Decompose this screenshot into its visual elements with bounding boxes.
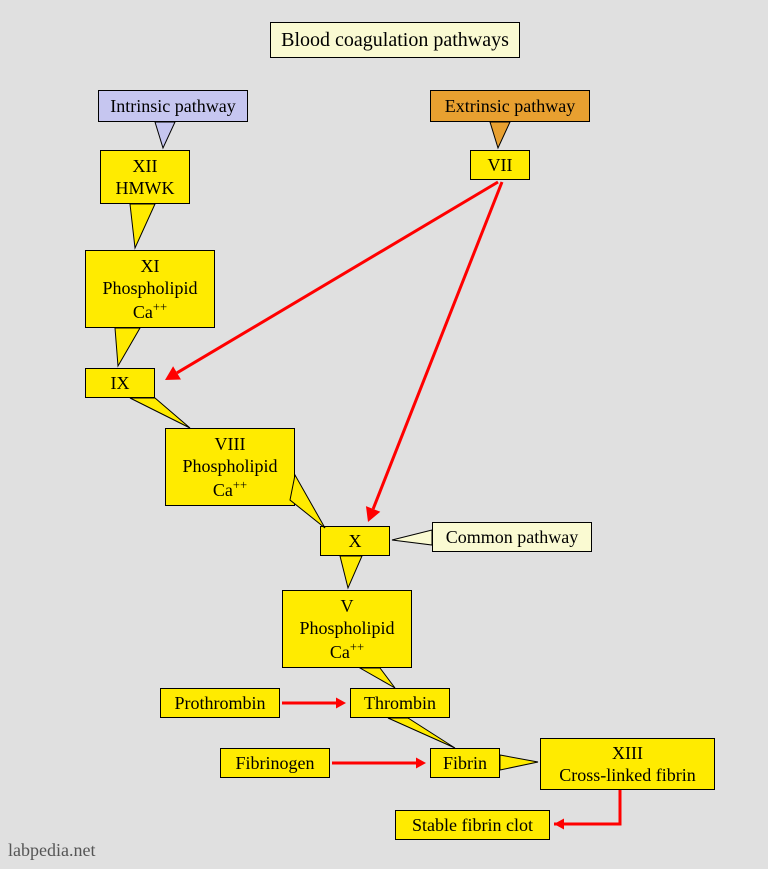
fibrinogen-box: Fibrinogen (220, 748, 330, 778)
fibrin-label: Fibrin (443, 752, 487, 775)
prothrombin-label: Prothrombin (174, 692, 265, 715)
extrinsic-pathway-header: Extrinsic pathway (430, 90, 590, 122)
common-label: Common pathway (446, 526, 579, 549)
prothrombin-box: Prothrombin (160, 688, 280, 718)
ix-label: IX (111, 372, 130, 395)
thrombin-box: Thrombin (350, 688, 450, 718)
factor-xi-box: XI Phospholipid Ca++ (85, 250, 215, 328)
factor-vii-box: VII (470, 150, 530, 180)
factor-xii-box: XII HMWK (100, 150, 190, 204)
extrinsic-label: Extrinsic pathway (445, 95, 575, 118)
watermark: labpedia.net (8, 840, 95, 861)
xi-line2: Phospholipid (102, 277, 197, 300)
xii-line1: XII (133, 155, 158, 178)
fibrinogen-label: Fibrinogen (236, 752, 315, 775)
viii-line2: Phospholipid (182, 455, 277, 478)
factor-xiii-box: XIII Cross-linked fibrin (540, 738, 715, 790)
intrinsic-pathway-header: Intrinsic pathway (98, 90, 248, 122)
common-pathway-label: Common pathway (432, 522, 592, 552)
xiii-line1: XIII (612, 742, 643, 765)
xiii-line2: Cross-linked fibrin (559, 764, 696, 787)
stable-clot-box: Stable fibrin clot (395, 810, 550, 840)
title-text: Blood coagulation pathways (281, 28, 509, 53)
stable-label: Stable fibrin clot (412, 814, 533, 837)
xi-line1: XI (141, 255, 160, 278)
vii-label: VII (488, 154, 513, 177)
v-line2: Phospholipid (299, 617, 394, 640)
viii-line1: VIII (215, 433, 246, 456)
intrinsic-label: Intrinsic pathway (110, 95, 235, 118)
v-line3: Ca++ (330, 640, 364, 664)
fibrin-box: Fibrin (430, 748, 500, 778)
factor-x-box: X (320, 526, 390, 556)
factor-ix-box: IX (85, 368, 155, 398)
viii-line3: Ca++ (213, 478, 247, 502)
xi-line3: Ca++ (133, 300, 167, 324)
factor-v-box: V Phospholipid Ca++ (282, 590, 412, 668)
x-label: X (349, 530, 362, 553)
thrombin-label: Thrombin (364, 692, 436, 715)
diagram-canvas: Blood coagulation pathways Intrinsic pat… (0, 0, 768, 869)
v-line1: V (341, 595, 354, 618)
factor-viii-box: VIII Phospholipid Ca++ (165, 428, 295, 506)
xii-line2: HMWK (116, 177, 175, 200)
diagram-title: Blood coagulation pathways (270, 22, 520, 58)
